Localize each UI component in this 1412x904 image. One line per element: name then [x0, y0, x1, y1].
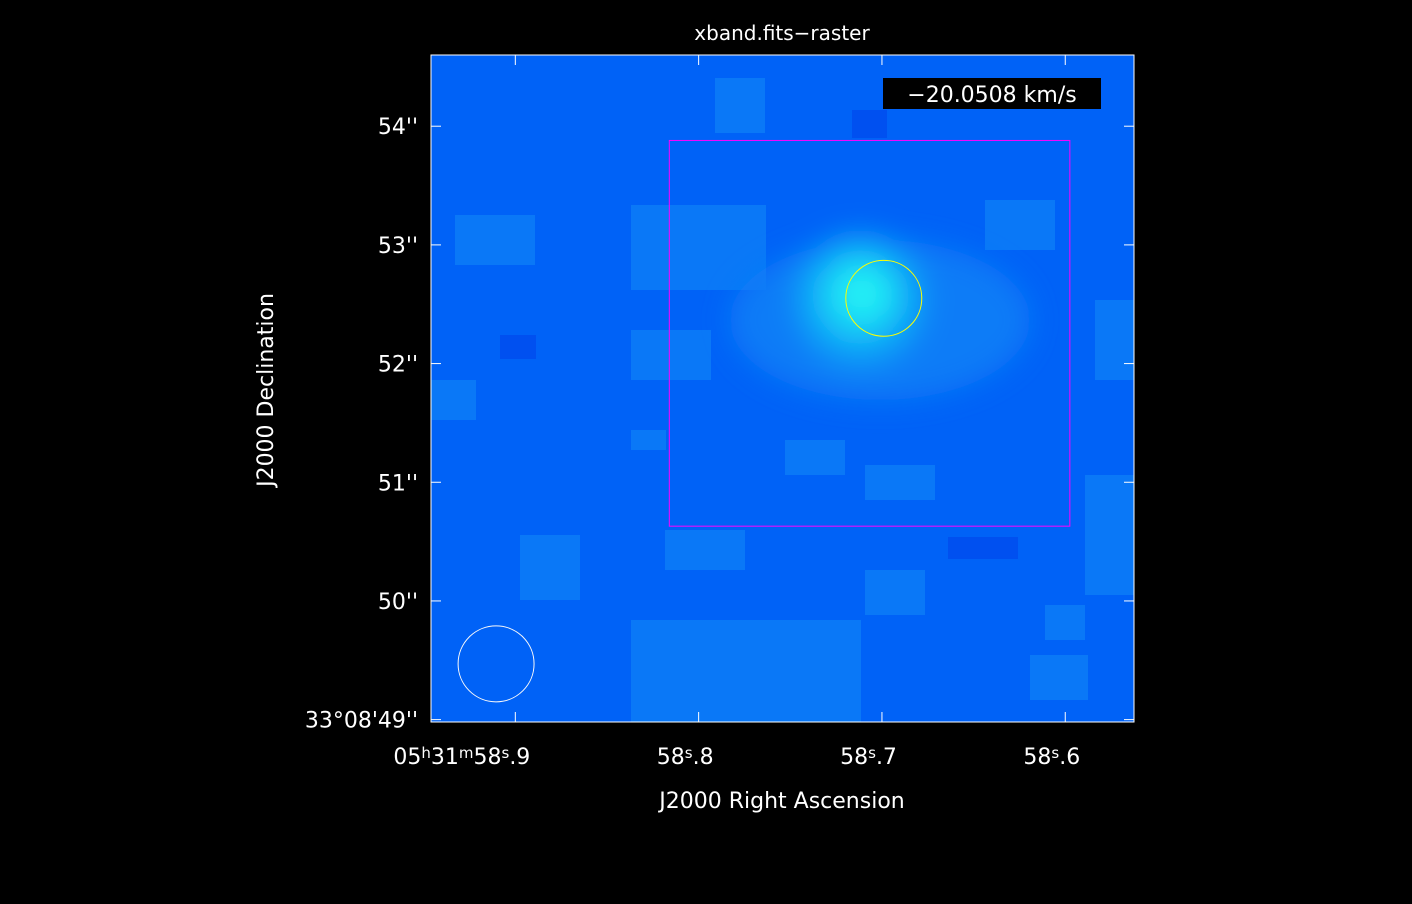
region-box[interactable] — [668, 139, 1071, 527]
noise-patch — [1045, 605, 1085, 640]
y-tick-label: 53'' — [378, 234, 418, 259]
y-axis-ticks: 33°08'49'' 50'' 51'' 52'' 53'' 54'' — [305, 115, 1134, 734]
noise-patch — [520, 535, 580, 600]
velocity-label-box: −20.0508 km/s — [883, 78, 1101, 109]
fit-ellipse[interactable] — [845, 259, 923, 337]
noise-patch — [665, 530, 745, 570]
velocity-label: −20.0508 km/s — [907, 83, 1076, 108]
noise-patch — [631, 620, 861, 722]
x-tick-label: 58s.8 — [657, 744, 714, 770]
source-core — [836, 268, 888, 320]
noise-patch — [865, 570, 925, 615]
dark-noise-patches — [500, 110, 1018, 559]
source-emission — [730, 232, 1030, 400]
noise-patch — [631, 205, 766, 290]
x-tick-label: 05h31m58s.9 — [393, 744, 530, 770]
y-tick-label: 51'' — [378, 471, 418, 496]
y-tick-label: 33°08'49'' — [305, 709, 418, 734]
raster-base — [431, 55, 1134, 722]
dark-noise-patch — [852, 110, 887, 138]
y-tick-label: 54'' — [378, 115, 418, 140]
x-tick-label: 58s.7 — [840, 744, 897, 770]
plot-frame — [430, 54, 1135, 723]
noise-patch — [1030, 655, 1088, 700]
x-tick-label: 58s.6 — [1023, 744, 1080, 770]
y-axis-label: J2000 Declination — [254, 293, 279, 489]
noise-patch — [631, 330, 711, 380]
beam-ring — [457, 625, 535, 703]
noise-patch — [631, 430, 666, 450]
noise-patch — [431, 380, 476, 420]
plot-title: xband.fits−raster — [694, 21, 870, 45]
noise-patch — [985, 200, 1055, 250]
noise-patch — [1085, 475, 1134, 595]
noise-patch — [1095, 300, 1134, 380]
noise-patch — [715, 78, 765, 133]
y-tick-label: 50'' — [378, 590, 418, 615]
velocity-label-background — [883, 78, 1101, 109]
noise-patches — [431, 78, 1134, 722]
raster-image[interactable] — [431, 55, 1134, 722]
noise-patch — [785, 440, 845, 475]
x-axis-label: J2000 Right Ascension — [657, 789, 904, 814]
dark-noise-patch — [948, 537, 1018, 559]
y-tick-label: 52'' — [378, 353, 418, 378]
noise-patch — [455, 215, 535, 265]
x-axis-ticks: 05h31m58s.9 58s.8 58s.7 58s.6 — [393, 55, 1080, 770]
noise-patch — [865, 465, 935, 500]
dark-noise-patch — [500, 335, 536, 359]
